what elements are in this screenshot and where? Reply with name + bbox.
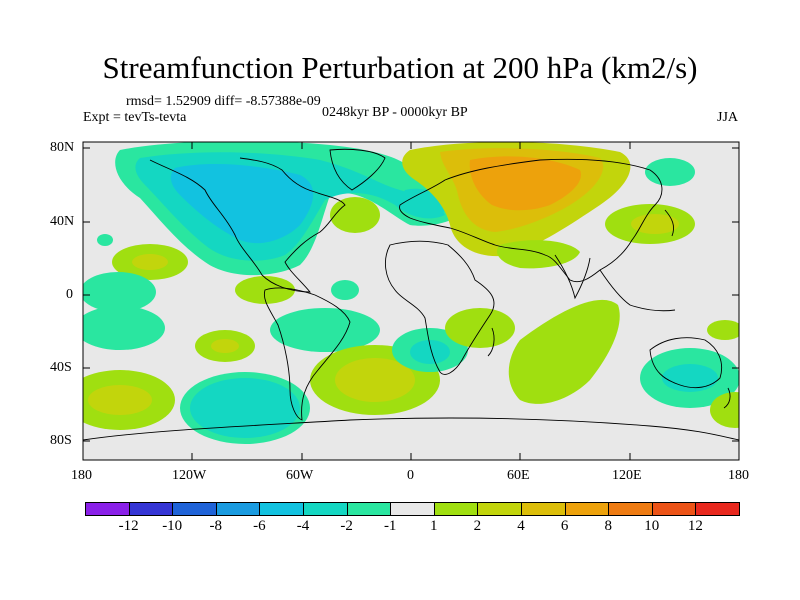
colorbar-swatch bbox=[433, 502, 479, 516]
coast-southeast-asia bbox=[599, 269, 676, 312]
colorbar-label: 12 bbox=[687, 518, 703, 534]
coast-antarctica bbox=[83, 417, 739, 441]
map-field bbox=[83, 142, 739, 460]
colorbar-swatch bbox=[303, 502, 348, 516]
anomaly-south-atlantic-core bbox=[335, 358, 415, 402]
x-tick-label-60e: 60E bbox=[507, 468, 530, 483]
colorbar-label: -8 bbox=[209, 518, 223, 534]
coast-eurasia bbox=[399, 158, 663, 283]
colorbar-swatch bbox=[259, 502, 304, 516]
anomaly-northwest-pacific bbox=[645, 158, 695, 186]
colorbar-swatch bbox=[477, 502, 522, 516]
coast-madagascar bbox=[487, 327, 495, 357]
colorbar-label: -1 bbox=[383, 518, 397, 534]
x-ticks bbox=[191, 142, 631, 460]
anomaly-south-america-east bbox=[270, 308, 380, 352]
colorbar-label: -2 bbox=[340, 518, 353, 534]
colorbar-label: 2 bbox=[473, 518, 482, 534]
y-tick-label-40s: 40S bbox=[50, 360, 72, 375]
coastlines bbox=[83, 148, 739, 441]
y-tick-label-80s: 80S bbox=[50, 433, 72, 448]
anomaly-south-pacific-core bbox=[211, 339, 239, 353]
y-tick-label-40n: 40N bbox=[50, 214, 75, 229]
colorbar-label: -10 bbox=[162, 518, 183, 534]
anomaly-south-africa-core bbox=[410, 340, 450, 364]
colorbar-label: 4 bbox=[517, 518, 525, 534]
coast-japan bbox=[664, 209, 675, 237]
anomaly-japan-core bbox=[631, 214, 679, 234]
colorbar-label: 1 bbox=[430, 518, 438, 534]
stats-line: rmsd= 1.52909 diff= -8.57388e-09 bbox=[126, 94, 321, 109]
colorbar-label: 6 bbox=[560, 518, 569, 534]
colorbar-swatch bbox=[215, 502, 261, 516]
colorbar-swatch bbox=[172, 502, 217, 516]
x-tick-label-120e: 120E bbox=[612, 468, 642, 483]
anomaly-central-pacific-core bbox=[132, 254, 168, 270]
anomaly-eurasia-core bbox=[469, 156, 581, 211]
x-tick-label-120w: 120W bbox=[172, 468, 207, 483]
colorbar-swatch bbox=[346, 502, 392, 516]
x-tick-label-180-west: 180 bbox=[71, 468, 92, 483]
colorbar-swatch bbox=[564, 502, 610, 516]
colorbar-swatch bbox=[390, 502, 435, 516]
anomaly-small-pacific bbox=[97, 234, 113, 246]
colorbar-label: -4 bbox=[296, 518, 310, 534]
colorbar-swatch bbox=[85, 502, 130, 516]
anomaly-north-atlantic bbox=[330, 197, 380, 233]
anomaly-atlantic-equator bbox=[331, 280, 359, 300]
anomaly-equator-pacific bbox=[83, 272, 156, 312]
coast-australia bbox=[649, 337, 723, 389]
coast-greenland bbox=[329, 148, 386, 191]
y-tick-label-80n: 80N bbox=[50, 140, 75, 155]
coast-south-america bbox=[263, 287, 351, 421]
colorbar-label: -6 bbox=[253, 518, 266, 534]
experiment-label: Expt = tevTs-tevta bbox=[83, 110, 187, 125]
x-tick-label-180-east: 180 bbox=[728, 468, 749, 483]
anomaly-east-africa bbox=[445, 308, 515, 348]
coast-africa bbox=[384, 240, 495, 375]
x-tick-label-0: 0 bbox=[407, 468, 414, 483]
colorbar-swatch bbox=[128, 502, 174, 516]
anomaly-southern-ocean-east bbox=[710, 392, 739, 428]
plot-title: Streamfunction Perturbation at 200 hPa (… bbox=[102, 50, 698, 85]
coast-north-america bbox=[149, 157, 346, 293]
coast-india bbox=[554, 254, 591, 300]
anomaly-tasman bbox=[707, 320, 739, 340]
y-ticks bbox=[83, 147, 739, 442]
colorbar-label: 8 bbox=[604, 518, 612, 534]
y-tick-label-0: 0 bbox=[66, 287, 73, 302]
colorbar-label: 10 bbox=[644, 518, 660, 534]
colorbar-label: -12 bbox=[118, 518, 139, 534]
colorbar-swatch bbox=[695, 502, 740, 516]
anomaly-south-pacific-green bbox=[83, 306, 165, 350]
x-tick-label-60w: 60W bbox=[286, 468, 314, 483]
anomaly-indian-ocean bbox=[508, 299, 620, 404]
colorbar-swatch bbox=[521, 502, 566, 516]
period-label: 0248kyr BP - 0000kyr BP bbox=[322, 105, 468, 120]
coast-new-zealand bbox=[723, 387, 731, 409]
anomaly-southwest-pacific-core bbox=[88, 385, 152, 415]
anomaly-north-america-inner bbox=[170, 164, 314, 244]
anomaly-drake-core bbox=[190, 378, 300, 438]
colorbar-swatch bbox=[651, 502, 697, 516]
colorbar-swatch bbox=[608, 502, 653, 516]
season-label: JJA bbox=[717, 110, 739, 125]
anomaly-australia-core bbox=[662, 364, 718, 392]
